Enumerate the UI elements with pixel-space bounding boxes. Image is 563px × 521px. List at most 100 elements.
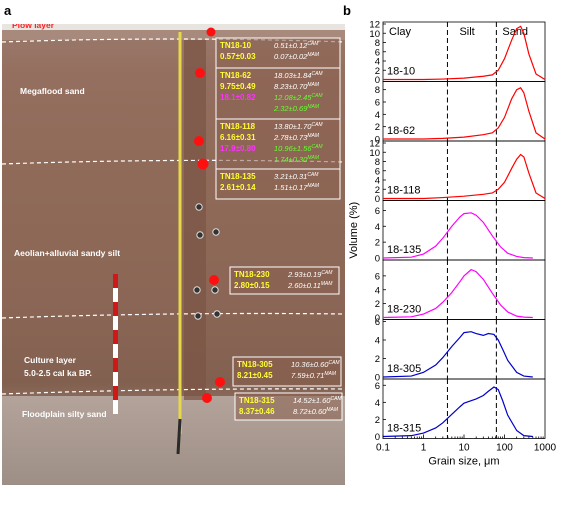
zone-label-clay: Clay <box>389 26 412 38</box>
sample-hole <box>195 203 203 211</box>
y-tick-label: 4 <box>375 336 380 347</box>
y-tick-label: 2 <box>375 354 380 365</box>
sample-age-model: MAM <box>326 407 339 413</box>
layer-labels: Plow layer Megaflood sand Aeolian+alluvial… <box>12 20 120 419</box>
y-tick-label: 6 <box>375 381 380 392</box>
panel-letter-a: a <box>4 3 12 18</box>
grain-size-panel: Clay Silt Sand 0 2 4 6 8 10 12 18-10 0 2 4 6 8 18-62 0 2 4 6… <box>345 0 563 516</box>
y-axis-label: Volume (%) <box>348 202 360 259</box>
sample-age-line: 13.80±1.70CAM <box>274 122 323 131</box>
sample-quartz-age: 6.16±0.31 <box>220 133 256 142</box>
sample-age-model: MAM <box>307 52 320 58</box>
y-tick-label: 0 <box>375 135 380 146</box>
series-line-18-118 <box>383 153 546 200</box>
y-tick-label: 12 <box>369 20 380 31</box>
y-tick-label: 6 <box>375 98 380 109</box>
series-name-label: 18-135 <box>387 244 421 256</box>
y-tick-label: 6 <box>375 47 380 58</box>
scale-bar-segment <box>113 302 118 316</box>
sample-age-line: 18.03±1.84CAM <box>274 71 323 80</box>
sample-age-model: CAM <box>311 71 323 77</box>
sample-age-line: 2.60±0.11MAM <box>287 281 333 290</box>
sample-age-model: CAM <box>307 172 319 178</box>
series-name-label: 18-118 <box>387 185 420 197</box>
y-tick-label: 0 <box>375 194 380 205</box>
scale-bar-segment <box>113 358 118 372</box>
panel-letter-b: b <box>343 3 351 18</box>
y-tick-label: 2 <box>375 415 380 426</box>
sample-marker <box>194 136 204 146</box>
x-tick-label: 0.1 <box>376 443 390 454</box>
sample-marker <box>197 158 209 170</box>
sample-age-line: 1.51±0.17MAM <box>274 183 320 192</box>
y-tick-label: 10 <box>369 29 380 40</box>
layer-label-5: Floodplain silty sand <box>22 409 107 419</box>
sample-box-frame <box>215 168 341 200</box>
sample-age-line: 0.07±0.02MAM <box>274 52 320 61</box>
series-line-18-230 <box>382 268 533 319</box>
sample-id: TN18-62 <box>220 71 252 80</box>
sample-marker <box>202 393 212 403</box>
sample-age-line: 3.21±0.31CAM <box>274 172 319 181</box>
series-line-18-135 <box>382 212 533 259</box>
grain-size-plots: Clay Silt Sand02468101218-100246818-620246… <box>348 20 557 468</box>
sample-box-TN18-118: TN18-118 6.16±0.31 17.9±0.80 13.80±1.70CAM 2… <box>215 118 341 170</box>
scale-bar-segment <box>113 372 118 386</box>
y-tick-label: 4 <box>375 222 380 233</box>
sample-age-model: MAM <box>307 104 320 110</box>
x-tick-label: 1000 <box>534 443 557 454</box>
sample-hole <box>211 286 219 294</box>
y-tick-label: 4 <box>375 110 380 121</box>
sample-age-model: MAM <box>307 155 320 161</box>
y-tick-label: 0 <box>375 373 380 384</box>
subplot-18-135: 0 2 4 6 18-135 <box>375 200 546 265</box>
sample-quartz-age: 9.75±0.49 <box>220 82 256 91</box>
sample-hole <box>212 228 220 236</box>
sample-age-model: CAM <box>307 41 319 47</box>
sample-marker <box>206 27 216 37</box>
series-name-label: 18-305 <box>387 363 421 375</box>
sample-box-frame <box>215 37 341 69</box>
sample-hole <box>194 312 202 320</box>
series-line-18-10 <box>383 25 546 81</box>
scale-bar-segment <box>113 288 118 302</box>
sample-age-line: 12.08±2.45CAM <box>274 93 323 102</box>
sample-marker <box>209 275 219 285</box>
sample-quartz-age-2: 18.1±0.82 <box>220 93 256 102</box>
y-tick-label: 6 <box>375 317 380 328</box>
y-tick-label: 0 <box>375 75 380 86</box>
sample-age-line: 8.72±0.60MAM <box>293 407 339 416</box>
sample-id: TN18-315 <box>239 396 275 405</box>
x-tick-label: 100 <box>496 443 513 454</box>
y-tick-label: 10 <box>369 148 380 159</box>
subplot-18-315: 0 2 4 6 18-315 <box>375 378 546 443</box>
sample-age-line: 2.32±0.69MAM <box>273 104 320 113</box>
sample-marker <box>195 68 205 78</box>
subplot-18-62: 0 246 8 18-62 <box>375 81 546 146</box>
y-tick-label: 0 <box>375 254 380 265</box>
profile-photo-drawing: Plow layer Megaflood sand Aeolian+alluvial… <box>1 20 346 485</box>
scale-bar-segment <box>113 330 118 344</box>
y-tick-label: 8 <box>375 38 380 49</box>
series-line-18-315 <box>382 386 533 438</box>
sample-age-model: MAM <box>321 281 334 287</box>
y-tick-label: 2 <box>375 299 380 310</box>
sample-age-line: 8.23±0.70MAM <box>274 82 320 91</box>
sample-box-TN18-305: TN18-305 8.21±0.45 10.36±0.60CAM 7.59±0.71M… <box>232 356 342 387</box>
scale-bar-segment <box>113 344 118 358</box>
y-tick-label: 4 <box>375 285 380 296</box>
sample-boxes: TN18-10 0.57±0.03 0.51±0.12CAM 0.07±0.02MAM… <box>215 37 343 421</box>
plow-layer-band <box>2 30 345 40</box>
sample-quartz-age: 0.57±0.03 <box>220 52 256 61</box>
layer-boundary-2 <box>1 312 346 319</box>
sample-box-frame <box>215 118 341 170</box>
zone-label-silt: Silt <box>459 26 474 38</box>
sample-holes <box>193 203 221 320</box>
y-tick-label: 8 <box>375 85 380 96</box>
series-line-18-305 <box>382 331 533 378</box>
y-tick-label: 2 <box>375 238 380 249</box>
sample-quartz-age: 8.21±0.45 <box>237 371 273 380</box>
sample-age-model: MAM <box>307 133 320 139</box>
